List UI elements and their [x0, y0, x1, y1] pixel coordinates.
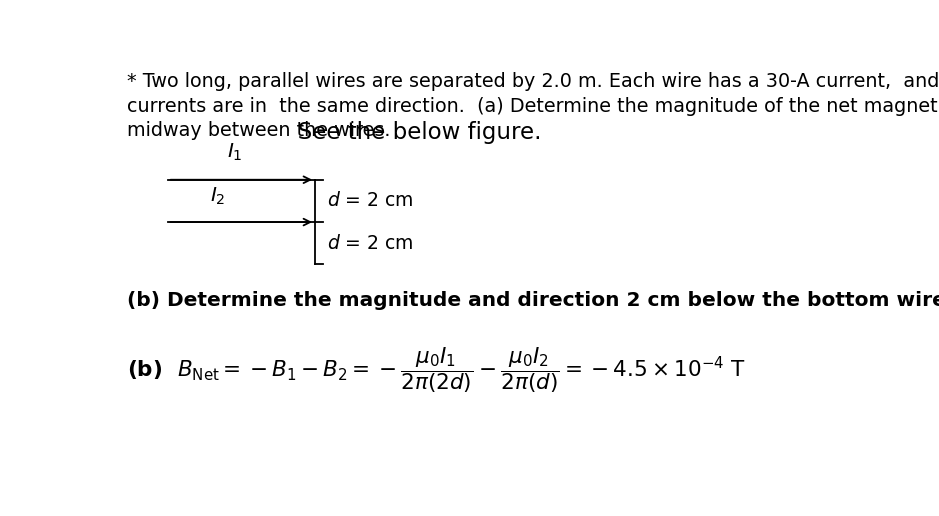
Text: (b)  $B_{\mathrm{Net}} = -B_1 - B_2 = -\dfrac{\mu_0 I_1}{2\pi(2d)} - \dfrac{\mu_: (b) $B_{\mathrm{Net}} = -B_1 - B_2 = -\d… — [127, 345, 746, 395]
Text: See the below figure.: See the below figure. — [276, 121, 542, 144]
Text: midway between the wires.: midway between the wires. — [127, 121, 391, 140]
Text: $d$ = 2 cm: $d$ = 2 cm — [328, 191, 414, 211]
Text: (b) Determine the magnitude and direction 2 cm below the bottom wire.: (b) Determine the magnitude and directio… — [127, 292, 939, 311]
Text: $d$ = 2 cm: $d$ = 2 cm — [328, 234, 414, 253]
Text: currents are in  the same direction.  (a) Determine the magnitude of the net mag: currents are in the same direction. (a) … — [127, 96, 939, 116]
Text: * Two long, parallel wires are separated by 2.0 m. Each wire has a 30-A current,: * Two long, parallel wires are separated… — [127, 72, 939, 91]
Text: $I_1$: $I_1$ — [227, 141, 243, 163]
Text: $I_2$: $I_2$ — [210, 185, 226, 207]
